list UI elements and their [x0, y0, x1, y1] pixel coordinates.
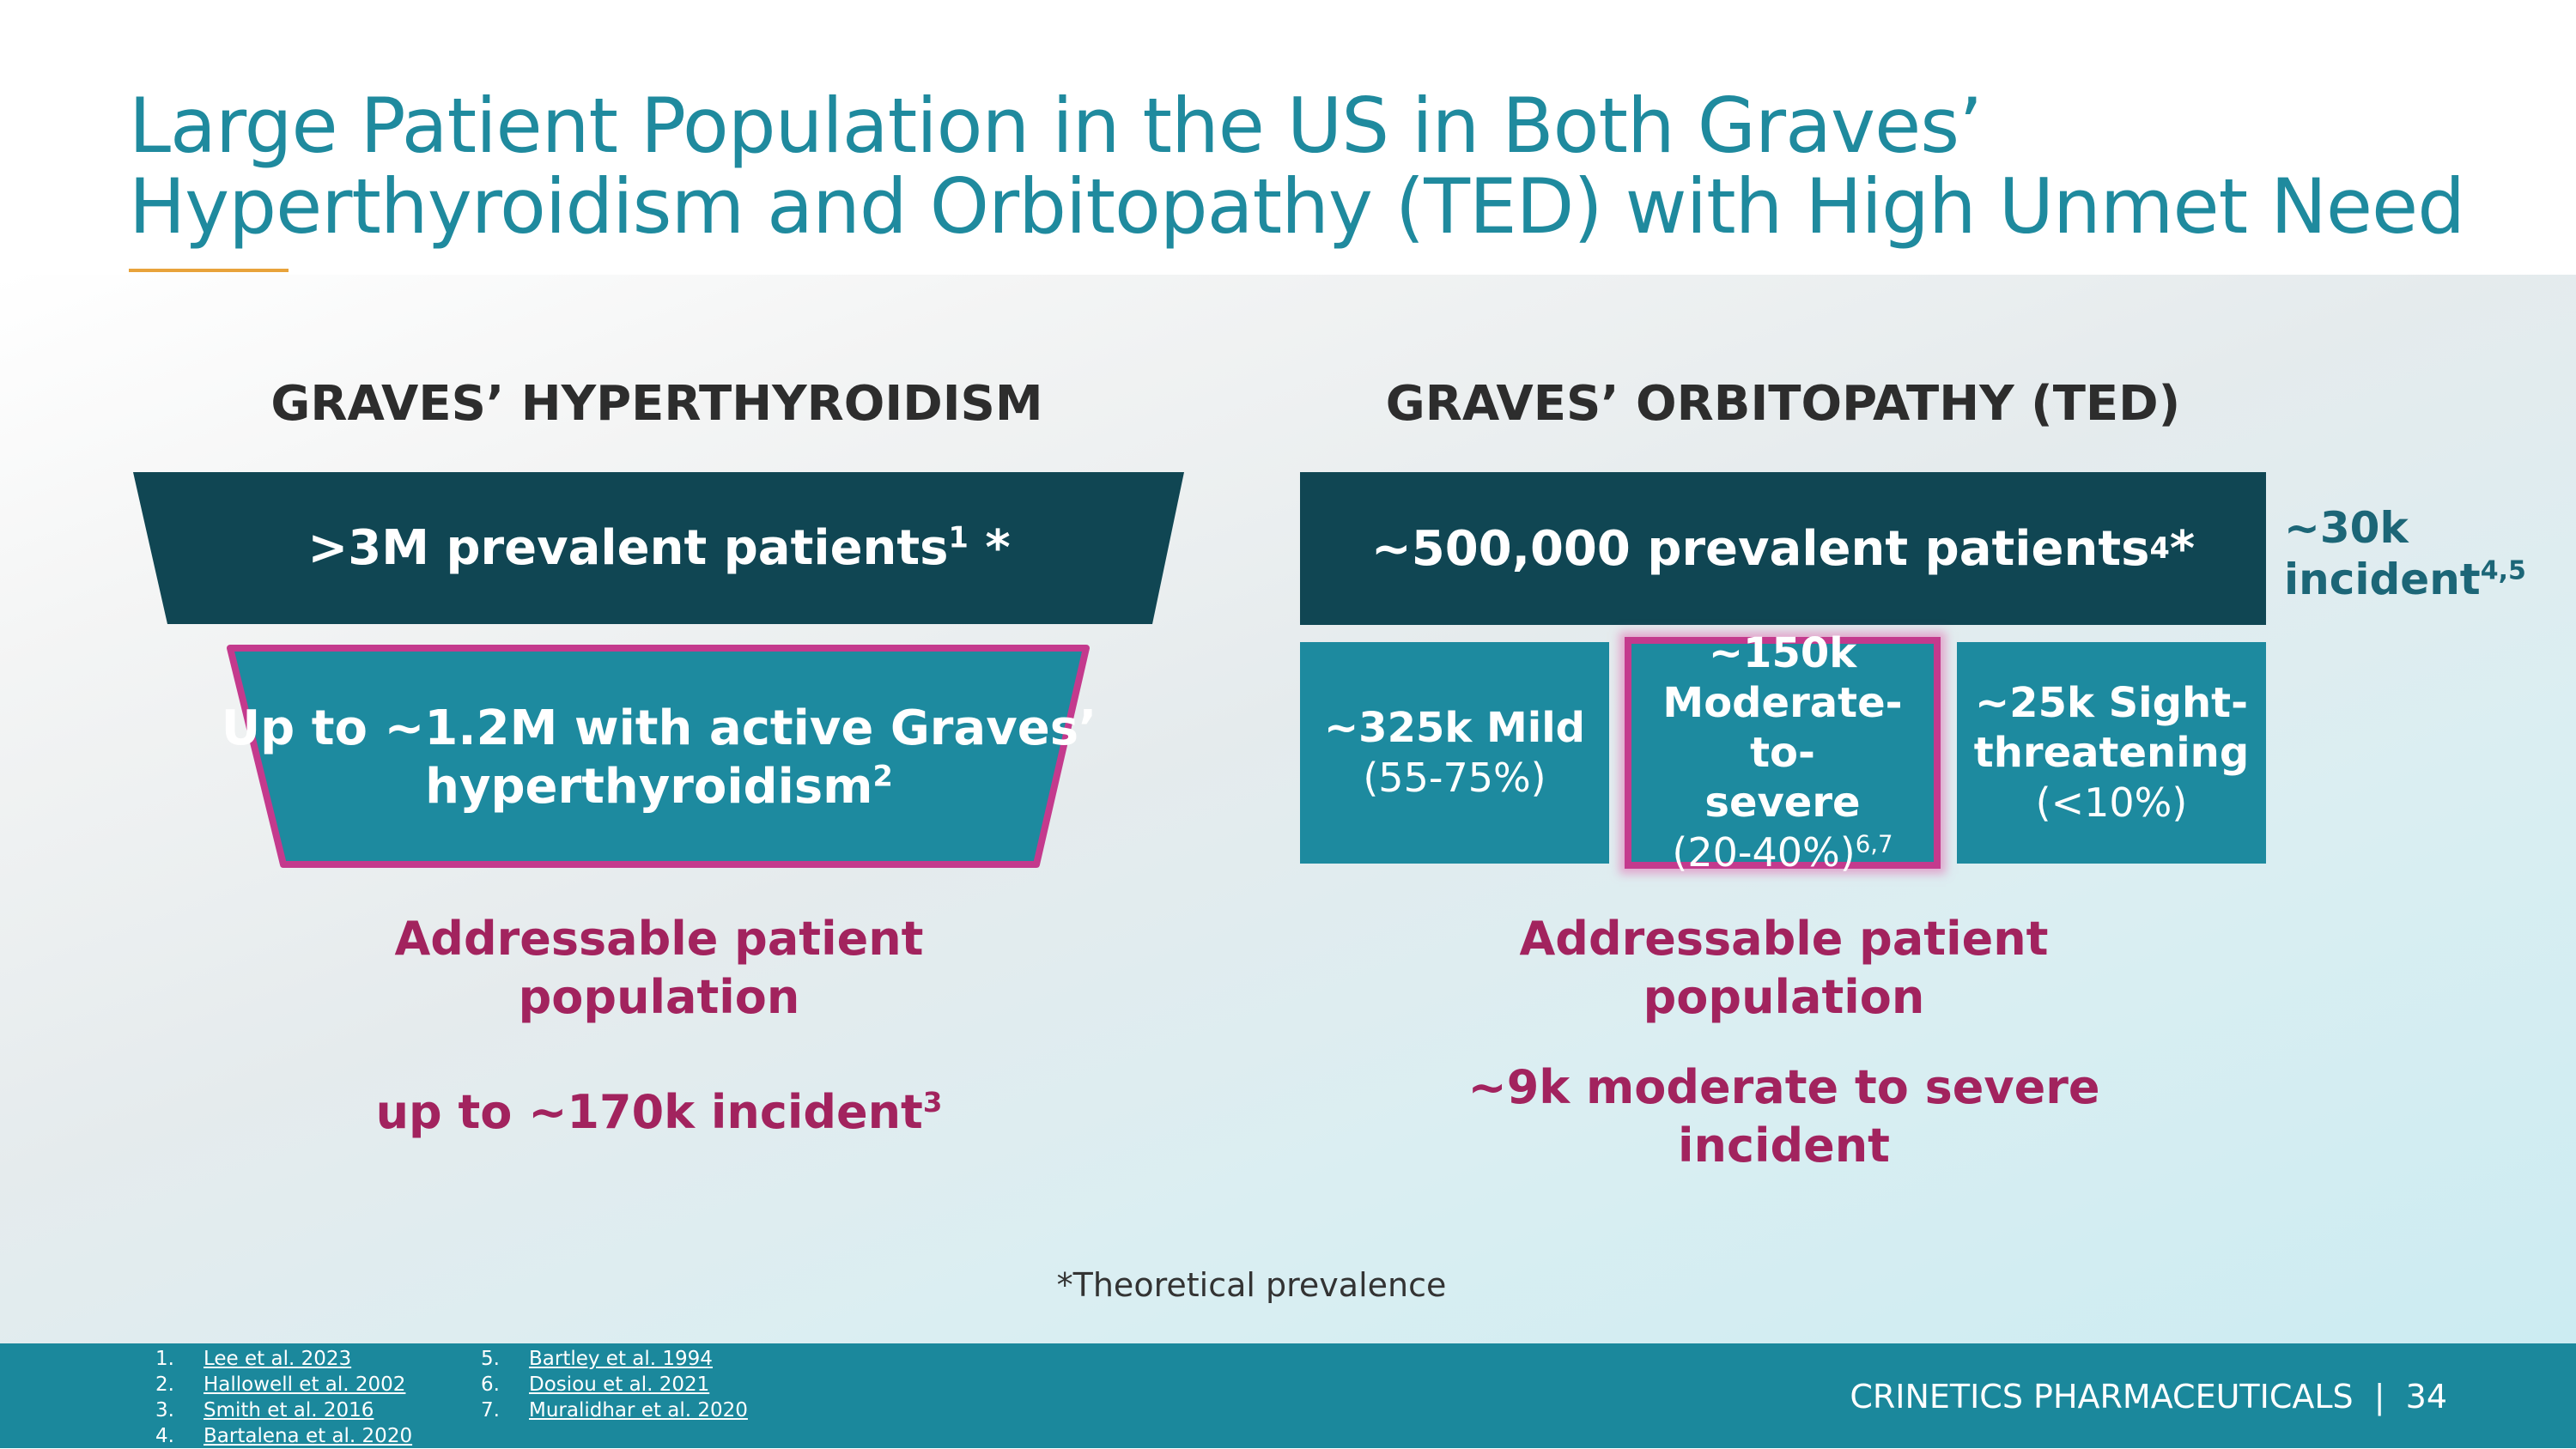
ted-incident-note: ~30k incident4,5 [2284, 502, 2526, 605]
ted-moderate-box: ~150k Moderate-to- severe (20-40%)6,7 [1625, 629, 1941, 876]
ted-mild-label: ~325k Mild [1323, 704, 1586, 752]
reference-item[interactable]: 3. Smith et al. 2016 [155, 1397, 412, 1423]
reference-number: 3. [155, 1399, 174, 1422]
ted-sight-line-1: ~25k Sight- [1974, 679, 2249, 727]
ted-incident-line-1: ~30k [2284, 503, 2409, 553]
reference-link[interactable]: Bartley et al. 1994 [529, 1348, 713, 1370]
ted-moderate-line-3: severe [1704, 779, 1861, 827]
funnel-top-sup: 1 [948, 520, 969, 555]
reference-number: 1. [155, 1348, 174, 1370]
left-addressable-line-1: Addressable patient [394, 912, 924, 966]
right-incident-line-1: ~9k moderate to severe [1467, 1060, 2100, 1114]
right-addressable-line-2: population [1643, 970, 1925, 1024]
funnel-mid-line-2: hyperthyroidism [425, 758, 873, 815]
ted-moderate-percent: (20-40%) [1672, 829, 1856, 876]
funnel-mid-text: Up to ~1.2M with active Graves’ hyperthy… [222, 661, 1097, 854]
title-line-2: Hyperthyroidism and Orbitopathy (TED) wi… [129, 162, 2465, 251]
ted-sight-percent: (<10%) [2035, 779, 2188, 826]
funnel-top-text: >3M prevalent patients1 * [150, 472, 1168, 624]
reference-link[interactable]: Hallowell et al. 2002 [204, 1373, 406, 1396]
reference-link[interactable]: Bartalena et al. 2020 [204, 1425, 413, 1447]
left-incident-label: up to ~170k incident [375, 1085, 923, 1139]
reference-item[interactable]: 4. Bartalena et al. 2020 [155, 1423, 412, 1449]
right-addressable-line-1: Addressable patient [1519, 912, 2049, 966]
ted-prevalent-suffix: * [2169, 520, 2196, 577]
title-line-1: Large Patient Population in the US in Bo… [129, 82, 1983, 170]
left-addressable-text: Addressable patient population [283, 910, 1035, 1027]
brand-separator: | [2373, 1378, 2385, 1416]
reference-item[interactable]: 2. Hallowell et al. 2002 [155, 1372, 412, 1397]
ted-sight-box: ~25k Sight- threatening (<10%) [1957, 642, 2266, 864]
theoretical-footnote: *Theoretical prevalence [1056, 1266, 1447, 1304]
ted-mild-box: ~325k Mild (55-75%) [1300, 642, 1609, 864]
reference-number: 4. [155, 1425, 174, 1447]
footer-bar [0, 1343, 2576, 1448]
reference-number: 2. [155, 1373, 174, 1396]
title-underline [129, 269, 289, 272]
ted-incident-line-2: incident [2284, 555, 2481, 604]
reference-number: 6. [481, 1373, 500, 1396]
right-addressable-text: Addressable patient population [1408, 910, 2160, 1027]
references-column-2: 5. Bartley et al. 1994 6. Dosiou et al. 20… [481, 1346, 748, 1423]
ted-sight-line-2: threatening [1973, 729, 2250, 777]
page-number: 34 [2405, 1378, 2447, 1416]
ted-incident-sup: 4,5 [2480, 555, 2526, 586]
reference-item[interactable]: 6. Dosiou et al. 2021 [481, 1372, 748, 1397]
ted-prevalent-box: ~500,000 prevalent patients 4 * [1300, 472, 2266, 625]
ted-mild-percent: (55-75%) [1363, 755, 1546, 801]
footer-brand: CRINETICS PHARMACEUTICALS | 34 [1850, 1378, 2447, 1416]
funnel-mid-sup: 2 [872, 758, 893, 792]
right-heading: GRAVES’ ORBITOPATHY (TED) [1385, 376, 2181, 432]
reference-link[interactable]: Smith et al. 2016 [204, 1399, 374, 1422]
reference-item[interactable]: 1. Lee et al. 2023 [155, 1346, 412, 1372]
ted-moderate-line-1: ~150k [1708, 629, 1857, 677]
reference-link[interactable]: Lee et al. 2023 [204, 1348, 352, 1370]
reference-item[interactable]: 5. Bartley et al. 1994 [481, 1346, 748, 1372]
funnel-top-label: >3M prevalent patients [307, 520, 949, 576]
left-incident-text: up to ~170k incident3 [283, 1083, 1035, 1142]
reference-number: 7. [481, 1399, 500, 1422]
ted-moderate-line-2: Moderate-to- [1662, 679, 1903, 777]
ted-prevalent-label: ~500,000 prevalent patients [1370, 520, 2150, 577]
left-incident-sup: 3 [922, 1086, 943, 1119]
reference-link[interactable]: Muralidhar et al. 2020 [529, 1399, 748, 1422]
reference-link[interactable]: Dosiou et al. 2021 [529, 1373, 710, 1396]
reference-number: 5. [481, 1348, 500, 1370]
reference-item[interactable]: 7. Muralidhar et al. 2020 [481, 1397, 748, 1423]
right-incident-text: ~9k moderate to severe incident [1408, 1058, 2160, 1175]
references-column-1: 1. Lee et al. 2023 2. Hallowell et al. 200… [155, 1346, 412, 1449]
right-incident-line-2: incident [1677, 1119, 1890, 1173]
funnel-top-suffix: * [968, 520, 1011, 576]
funnel-mid-line-1: Up to ~1.2M with active Graves’ [221, 700, 1097, 756]
left-addressable-line-2: population [518, 970, 800, 1024]
brand-name: CRINETICS PHARMACEUTICALS [1850, 1378, 2354, 1416]
slide-title: Large Patient Population in the US in Bo… [129, 86, 2533, 247]
ted-moderate-sup: 6,7 [1855, 829, 1893, 858]
left-heading: GRAVES’ HYPERTHYROIDISM [270, 376, 1043, 432]
